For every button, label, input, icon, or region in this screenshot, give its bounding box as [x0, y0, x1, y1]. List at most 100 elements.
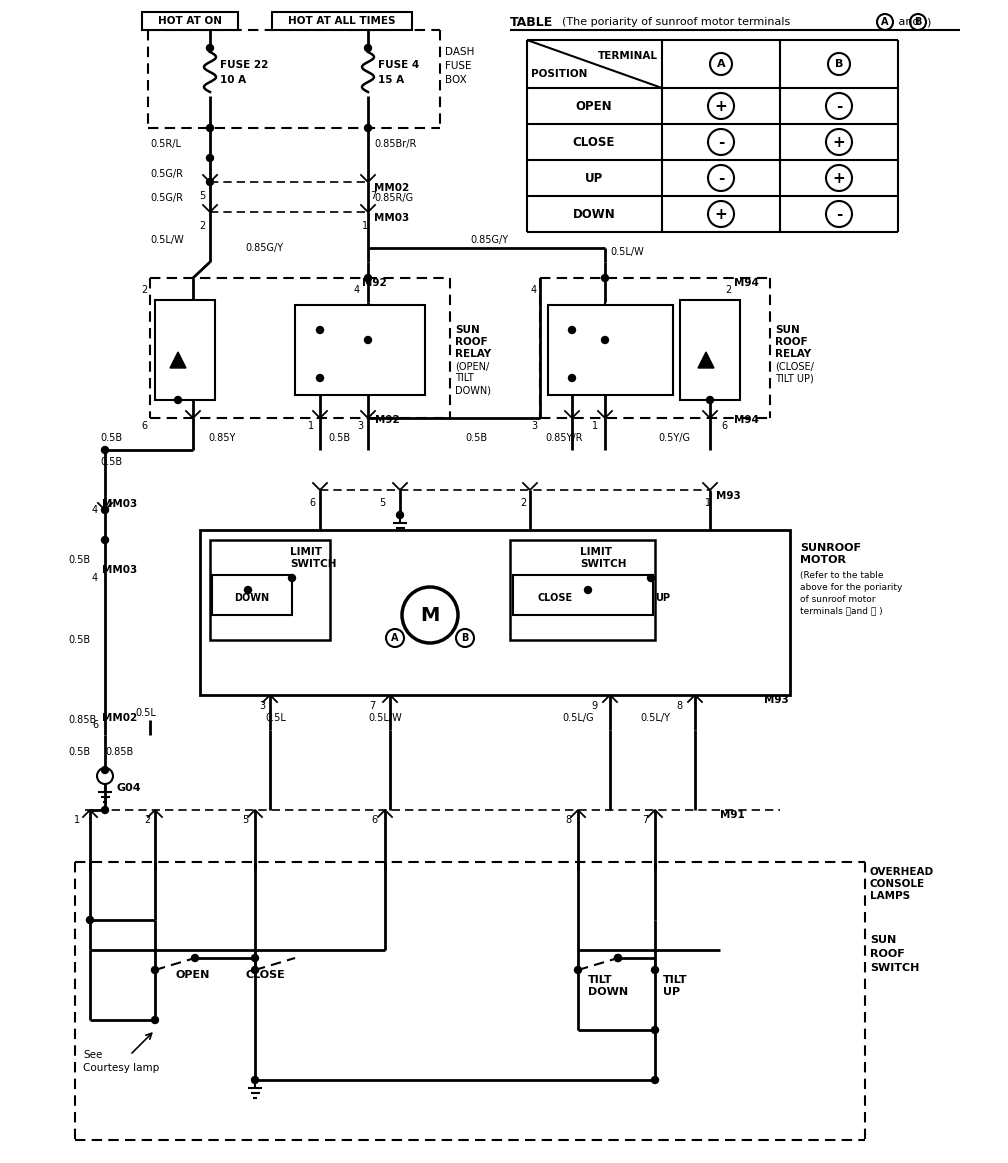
- Polygon shape: [170, 352, 186, 368]
- Circle shape: [102, 536, 109, 543]
- Text: (CLOSE/: (CLOSE/: [775, 361, 813, 371]
- Text: 0.5B: 0.5B: [68, 635, 90, 645]
- Text: 0.5L: 0.5L: [135, 708, 156, 718]
- Text: 0.5L/G: 0.5L/G: [562, 713, 594, 723]
- Text: MM02: MM02: [102, 713, 137, 723]
- Text: DOWN: DOWN: [588, 987, 628, 997]
- Text: 0.85Br/R: 0.85Br/R: [374, 140, 416, 149]
- Text: 0.5Y/G: 0.5Y/G: [658, 433, 690, 443]
- Text: 0.5L/Y: 0.5L/Y: [640, 713, 670, 723]
- Text: M92: M92: [375, 415, 400, 424]
- Text: -: -: [718, 171, 724, 186]
- Circle shape: [575, 966, 582, 973]
- Text: OPEN: OPEN: [576, 100, 612, 113]
- Text: HOT AT ON: HOT AT ON: [158, 16, 222, 26]
- Circle shape: [288, 575, 295, 582]
- Text: 4: 4: [92, 505, 98, 515]
- Text: B: B: [462, 633, 469, 643]
- Circle shape: [651, 1077, 658, 1084]
- Text: TERMINAL: TERMINAL: [598, 51, 658, 60]
- Circle shape: [317, 327, 324, 334]
- Text: 0.85Y/R: 0.85Y/R: [545, 433, 583, 443]
- Circle shape: [245, 586, 252, 593]
- Text: B: B: [914, 17, 921, 27]
- Text: CLOSE: CLOSE: [537, 593, 573, 602]
- Text: +: +: [833, 135, 846, 150]
- Text: 2: 2: [199, 221, 205, 231]
- Text: 0.5B: 0.5B: [100, 457, 122, 468]
- Text: DOWN: DOWN: [573, 207, 615, 221]
- Text: 9: 9: [592, 701, 598, 711]
- Bar: [548, 305, 673, 395]
- Text: 0.5L: 0.5L: [265, 713, 286, 723]
- Text: ROOF: ROOF: [455, 337, 488, 347]
- Circle shape: [151, 1016, 158, 1023]
- Text: M93: M93: [716, 491, 741, 501]
- Text: 6: 6: [92, 720, 98, 730]
- Bar: [510, 540, 655, 640]
- Text: 6: 6: [722, 421, 728, 431]
- Circle shape: [207, 44, 214, 51]
- Text: 4: 4: [531, 285, 537, 295]
- Circle shape: [317, 374, 324, 381]
- Circle shape: [615, 955, 622, 962]
- Text: 10 A: 10 A: [220, 74, 246, 85]
- Text: FUSE 22: FUSE 22: [220, 60, 268, 70]
- Text: DOWN): DOWN): [455, 385, 491, 395]
- Circle shape: [602, 336, 609, 343]
- Text: -: -: [836, 99, 843, 114]
- Text: 0.5B: 0.5B: [100, 433, 122, 443]
- Text: MM03: MM03: [102, 565, 137, 575]
- Text: LAMPS: LAMPS: [870, 891, 910, 901]
- Text: 0.85B: 0.85B: [105, 747, 133, 757]
- Circle shape: [651, 966, 658, 973]
- Circle shape: [365, 44, 372, 51]
- Text: (The poriarity of sunroof motor terminals: (The poriarity of sunroof motor terminal…: [562, 17, 793, 27]
- Circle shape: [192, 955, 199, 962]
- Text: Courtesy lamp: Courtesy lamp: [83, 1063, 159, 1073]
- Text: 3: 3: [357, 421, 363, 431]
- Text: CLOSE: CLOSE: [245, 970, 284, 980]
- Text: 0.5G/R: 0.5G/R: [150, 193, 183, 204]
- Text: LIMIT: LIMIT: [580, 547, 612, 557]
- Text: 4: 4: [354, 285, 360, 295]
- Text: -: -: [718, 135, 724, 150]
- Text: FUSE: FUSE: [445, 60, 472, 71]
- Text: A: A: [881, 17, 889, 27]
- Text: CONSOLE: CONSOLE: [870, 879, 925, 889]
- Circle shape: [651, 1027, 658, 1034]
- Circle shape: [87, 916, 94, 923]
- Circle shape: [252, 1077, 258, 1084]
- Text: RELAY: RELAY: [775, 349, 811, 359]
- Text: CLOSE: CLOSE: [573, 136, 615, 149]
- Text: 5: 5: [379, 498, 385, 508]
- Text: DASH: DASH: [445, 47, 475, 57]
- Text: M92: M92: [362, 278, 387, 288]
- Text: 2: 2: [144, 815, 150, 825]
- Text: 8: 8: [677, 701, 683, 711]
- Text: UP: UP: [655, 593, 670, 602]
- Text: G04: G04: [116, 783, 141, 793]
- Text: -: -: [836, 207, 843, 221]
- Text: POSITION: POSITION: [531, 69, 588, 79]
- Text: 1: 1: [307, 421, 314, 431]
- Text: HOT AT ALL TIMES: HOT AT ALL TIMES: [288, 16, 396, 26]
- Text: SWITCH: SWITCH: [290, 559, 337, 569]
- Text: SUNROOF: SUNROOF: [800, 543, 861, 552]
- Circle shape: [207, 155, 214, 162]
- Text: TILT UP): TILT UP): [775, 373, 813, 383]
- Bar: [155, 300, 215, 400]
- Text: 3: 3: [259, 701, 265, 711]
- Text: ROOF: ROOF: [775, 337, 807, 347]
- Text: FUSE 4: FUSE 4: [378, 60, 419, 70]
- Bar: [212, 575, 292, 615]
- Text: 5: 5: [242, 815, 248, 825]
- Text: M: M: [420, 606, 439, 625]
- Text: DOWN: DOWN: [235, 593, 269, 602]
- Text: of sunroof motor: of sunroof motor: [800, 594, 876, 604]
- Circle shape: [647, 575, 654, 582]
- Text: 6: 6: [372, 815, 378, 825]
- Text: 0.85R/G: 0.85R/G: [374, 193, 413, 204]
- Text: A: A: [717, 59, 726, 69]
- Text: 0.5L/W: 0.5L/W: [368, 713, 402, 723]
